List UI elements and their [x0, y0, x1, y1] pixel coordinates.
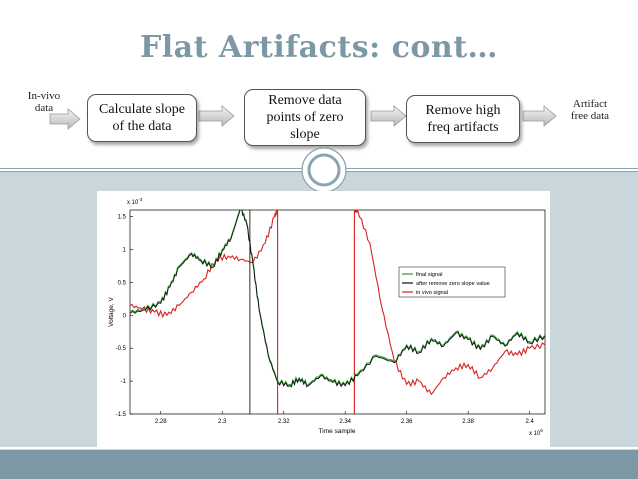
series-line-after-remove-zero-slope-value [130, 210, 545, 388]
arrow-4 [522, 105, 557, 127]
flow-input-label: In-vivo data [20, 90, 68, 114]
footer-band [0, 450, 638, 479]
flow-output-line2: free data [570, 110, 610, 122]
flow-step2-line2: points of zero [266, 110, 344, 125]
series-line-final-signal [130, 210, 545, 387]
y-tick-label: 1.5 [118, 215, 127, 221]
y-tick-label: 0.5 [118, 280, 127, 286]
x-tick-label: 2.4 [525, 419, 534, 425]
flow-step-calculate-slope: Calculate slope of the data [87, 94, 197, 142]
circle-ornament-icon [301, 147, 347, 193]
chart-svg: x 10-3 x 106 Time sample Voltage, V 2.28… [108, 197, 546, 437]
x-tick-label: 2.36 [401, 419, 413, 425]
flow-input-line2: data [34, 102, 54, 114]
plot-figure: x 10-3 x 106 Time sample Voltage, V 2.28… [97, 191, 550, 448]
flow-output-line1: Artifact [572, 98, 608, 110]
arrow-3 [370, 105, 407, 127]
y-tick-label: 1 [123, 247, 127, 253]
slide-title: Flat Artifacts: cont… [139, 30, 499, 65]
flow-arrows [49, 105, 557, 130]
y-multiplier: x 10-3 [127, 197, 143, 206]
x-tick-label: 2.32 [278, 419, 290, 425]
flow-step3-line2: freq artifacts [427, 120, 499, 135]
flow-step1-line1: Calculate slope [99, 102, 185, 117]
arrow-1 [49, 108, 81, 130]
plot-area [129, 209, 546, 415]
flow-step1-line2: of the data [112, 119, 172, 134]
x-tick-label: 2.28 [155, 419, 167, 425]
legend-label: in vivo signal [416, 290, 448, 296]
footer-divider [0, 447, 638, 449]
flow-step-remove-high-freq: Remove high freq artifacts [406, 95, 520, 143]
y-tick-label: -1 [121, 379, 127, 385]
flow-step2-line3: slope [290, 127, 320, 142]
flow-step-remove-zero-slope: Remove data points of zero slope [244, 89, 366, 146]
legend-label: final signal [416, 272, 442, 278]
y-axis-label: Voltage, V [108, 297, 115, 327]
legend-label: after remove zero slope value [416, 281, 490, 287]
flow-input-line1: In-vivo [27, 90, 61, 102]
flow-step3-line1: Remove high [425, 103, 501, 118]
arrow-2 [198, 105, 235, 127]
y-tick-label: 0 [123, 313, 127, 319]
flow-output-label: Artifact free data [560, 98, 620, 122]
legend-box [398, 266, 506, 298]
x-tick-label: 2.38 [462, 419, 474, 425]
x-multiplier: x 106 [529, 428, 543, 437]
y-tick-label: -1.5 [116, 412, 127, 418]
x-tick-label: 2.34 [339, 419, 351, 425]
x-tick-label: 2.3 [218, 419, 227, 425]
x-axis-label: Time sample [319, 428, 356, 435]
flow-step2-line1: Remove data [268, 93, 342, 108]
series-line-in-vivo-signal [130, 210, 545, 414]
y-tick-label: -0.5 [116, 346, 127, 352]
